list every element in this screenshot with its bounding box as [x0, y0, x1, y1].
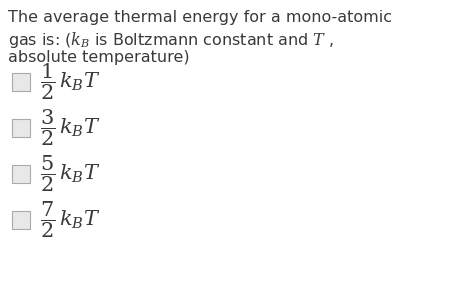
- Text: $\dfrac{5}{2}\,k_BT$: $\dfrac{5}{2}\,k_BT$: [40, 154, 100, 194]
- Bar: [12, 165, 30, 183]
- Bar: [12, 211, 30, 229]
- Text: $\dfrac{7}{2}\,k_BT$: $\dfrac{7}{2}\,k_BT$: [40, 200, 100, 240]
- Text: The average thermal energy for a mono-atomic: The average thermal energy for a mono-at…: [8, 10, 391, 25]
- Bar: [12, 119, 30, 137]
- Bar: [12, 73, 30, 91]
- Text: absolute temperature): absolute temperature): [8, 50, 189, 65]
- Text: $\dfrac{1}{2}\,k_BT$: $\dfrac{1}{2}\,k_BT$: [40, 62, 100, 102]
- Text: gas is: ($k_B$ is Boltzmann constant and $T$ ,: gas is: ($k_B$ is Boltzmann constant and…: [8, 30, 333, 50]
- Text: $\dfrac{3}{2}\,k_BT$: $\dfrac{3}{2}\,k_BT$: [40, 108, 100, 148]
